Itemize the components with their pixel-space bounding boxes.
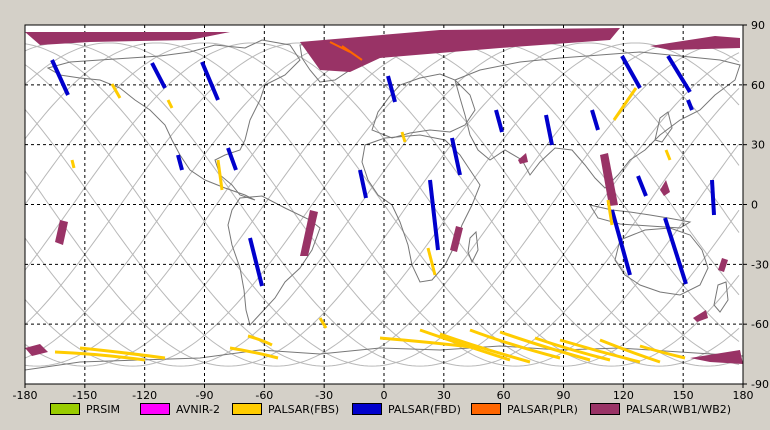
x-tick-label: 0 xyxy=(381,389,388,402)
x-tick-label: 60 xyxy=(497,389,511,402)
x-tick-label: -60 xyxy=(255,389,273,402)
y-tick-label: -30 xyxy=(751,258,769,271)
x-tick-label: -180 xyxy=(13,389,38,402)
x-tick-label: -150 xyxy=(72,389,97,402)
swath-palsar-wb xyxy=(25,28,743,364)
legend-swatch xyxy=(232,403,262,415)
legend-item-prism: PRSIM xyxy=(50,401,120,417)
ground-track xyxy=(24,42,740,367)
legend-swatch xyxy=(50,403,80,415)
legend-item-palsar-fbs: PALSAR(FBS) xyxy=(232,401,339,417)
new-zealand-outline xyxy=(713,281,729,313)
ground-track xyxy=(24,42,740,367)
legend-label: PRSIM xyxy=(86,402,120,416)
ground-track xyxy=(24,42,740,367)
legend-label: PALSAR(PLR) xyxy=(507,402,578,416)
ground-track xyxy=(24,42,740,367)
ground-track xyxy=(24,42,740,367)
legend-item-avnir2: AVNIR-2 xyxy=(140,401,220,417)
north-america-outline xyxy=(46,39,301,201)
x-tick-label: 30 xyxy=(437,389,451,402)
x-tick-label: 90 xyxy=(557,389,571,402)
legend-swatch xyxy=(590,403,620,415)
x-tick-label: -120 xyxy=(132,389,157,402)
x-tick-label: 150 xyxy=(673,389,694,402)
ground-track xyxy=(24,42,740,367)
y-tick-label: 0 xyxy=(751,199,758,212)
y-axis: 90 60 30 0 -30 -60 -90 xyxy=(743,19,769,391)
legend-swatch xyxy=(352,403,382,415)
legend-item-palsar-fbd: PALSAR(FBD) xyxy=(352,401,461,417)
ground-track xyxy=(24,42,740,367)
x-tick-label: -90 xyxy=(196,389,214,402)
ground-track xyxy=(24,42,740,367)
y-tick-label: 30 xyxy=(751,139,765,152)
x-tick-label: 180 xyxy=(733,389,754,402)
y-tick-label: -60 xyxy=(751,318,769,331)
japan-outline xyxy=(654,111,673,143)
legend-label: PALSAR(FBD) xyxy=(388,402,461,416)
legend-label: PALSAR(WB1/WB2) xyxy=(626,402,732,416)
swath-palsar-plr xyxy=(329,41,363,61)
ground-track xyxy=(24,42,740,367)
swath-palsar-fbd xyxy=(50,54,716,287)
x-axis: -180 -150 -120 -90 -60 -30 0 30 60 90 120 150 180 xyxy=(13,384,754,402)
y-tick-label: 60 xyxy=(751,79,765,92)
ground-track xyxy=(24,42,740,367)
y-tick-label: -90 xyxy=(751,378,769,391)
swath-palsar-fbs xyxy=(54,83,686,364)
south-america-outline xyxy=(227,195,321,327)
legend-swatch xyxy=(140,403,170,415)
madagascar-outline xyxy=(467,230,479,264)
legend-swatch xyxy=(471,403,501,415)
x-tick-label: -30 xyxy=(315,389,333,402)
y-tick-label: 90 xyxy=(751,19,765,32)
x-tick-label: 120 xyxy=(613,389,634,402)
legend: PRSIM AVNIR-2 PALSAR(FBS) PALSAR(FBD) PA… xyxy=(0,399,770,421)
legend-label: PALSAR(FBS) xyxy=(268,402,340,416)
africa-outline xyxy=(361,134,481,283)
asia-outline xyxy=(454,51,741,189)
legend-item-palsar-plr: PALSAR(PLR) xyxy=(471,401,578,417)
legend-item-palsar-wb: PALSAR(WB1/WB2) xyxy=(590,401,731,417)
legend-label: AVNIR-2 xyxy=(176,402,220,416)
